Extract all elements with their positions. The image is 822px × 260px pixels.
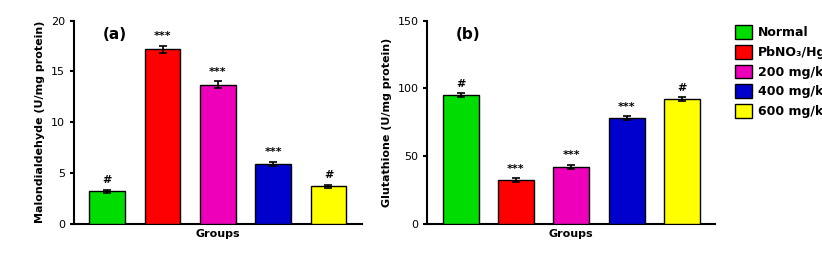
Y-axis label: Glutathione (U/mg protein): Glutathione (U/mg protein) xyxy=(382,38,392,207)
Bar xyxy=(553,167,589,224)
Bar xyxy=(311,186,346,224)
Bar xyxy=(200,85,236,224)
Bar xyxy=(443,95,478,224)
X-axis label: Groups: Groups xyxy=(549,229,593,239)
Y-axis label: Malondialdehyde (U/mg protein): Malondialdehyde (U/mg protein) xyxy=(35,21,45,223)
Bar xyxy=(664,99,700,224)
Text: (a): (a) xyxy=(103,27,127,42)
Text: #: # xyxy=(677,83,686,93)
Text: ***: *** xyxy=(209,67,227,77)
Legend: Normal, PbNO₃/HgCl, 200 mg/kg, 400 mg/kg, 600 mg/kg: Normal, PbNO₃/HgCl, 200 mg/kg, 400 mg/kg… xyxy=(733,23,822,120)
Text: (b): (b) xyxy=(456,27,481,42)
Text: ***: *** xyxy=(618,102,635,112)
Text: #: # xyxy=(456,79,465,89)
X-axis label: Groups: Groups xyxy=(196,229,240,239)
Text: ***: *** xyxy=(507,164,524,174)
Bar xyxy=(90,191,125,224)
Bar xyxy=(608,118,644,224)
Bar xyxy=(145,49,181,224)
Text: ***: *** xyxy=(154,31,171,41)
Text: ***: *** xyxy=(265,147,282,157)
Bar xyxy=(255,164,291,224)
Text: #: # xyxy=(324,170,333,180)
Text: ***: *** xyxy=(562,150,580,160)
Bar xyxy=(498,180,534,224)
Text: #: # xyxy=(103,175,112,185)
